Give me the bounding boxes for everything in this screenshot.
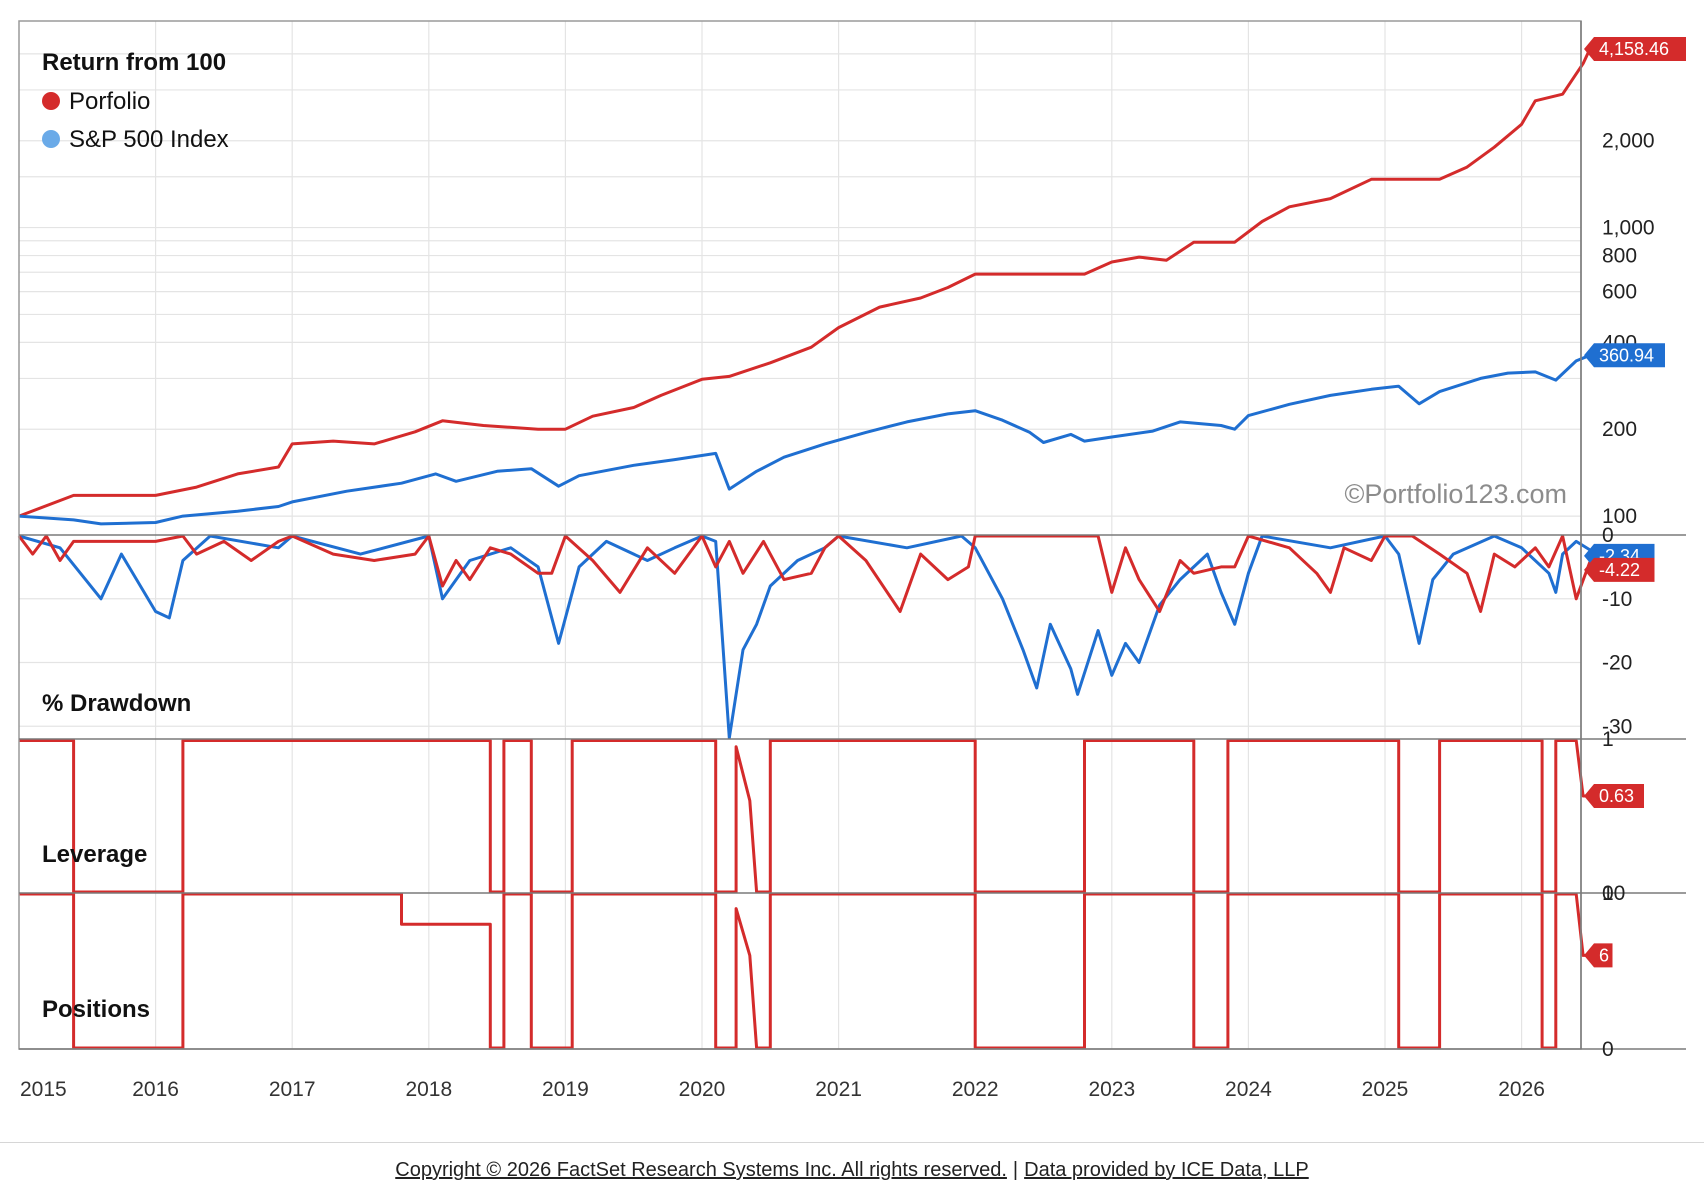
leverage-series-portfolio: [19, 739, 1590, 894]
returns-y-tick-label: 800: [1602, 245, 1637, 268]
drawdown-last-value-flag: [1584, 557, 1655, 582]
drawdown-last-value-label: -4.22: [1599, 560, 1640, 580]
watermark: ©Portfolio123.com: [1345, 479, 1568, 509]
x-tick-label: 2021: [815, 1078, 862, 1101]
drawdown-y-tick-label: -20: [1602, 652, 1632, 675]
x-tick-label: 2016: [132, 1078, 179, 1101]
returns-last-value-label: 360.94: [1599, 345, 1654, 365]
leverage-panel-title: Leverage: [42, 841, 147, 868]
positions-last-value-label: 6: [1599, 945, 1609, 965]
leverage-y-tick-label: 0: [1602, 882, 1614, 905]
legend-marker-sp500: [42, 130, 60, 148]
x-tick-label: 2023: [1088, 1078, 1135, 1101]
returns-y-tick-label: 100: [1602, 505, 1637, 528]
returns-panel-title: Return from 100: [42, 49, 226, 76]
returns-y-tick-label: 1,000: [1602, 217, 1655, 240]
returns-y-tick-label: 600: [1602, 281, 1637, 304]
x-tick-label: 2025: [1362, 1078, 1409, 1101]
drawdown-series-portfolio: [17, 534, 1592, 613]
legend-label-portfolio[interactable]: Porfolio: [69, 88, 150, 115]
returns-series-portfolio: [18, 48, 1592, 518]
returns-last-value-label: 4,158.46: [1599, 39, 1669, 59]
leverage-last-value-flag: [1584, 783, 1644, 808]
performance-chart: 1002004006008001,0002,0000-10-20-3010100…: [17, 20, 1686, 1101]
x-tick-label: 2018: [405, 1078, 452, 1101]
drawdown-series-sp500: [18, 534, 1591, 740]
legend-label-sp500[interactable]: S&P 500 Index: [69, 126, 229, 153]
positions-y-tick-label: 0: [1602, 1038, 1614, 1061]
x-tick-label: 2015: [20, 1078, 67, 1101]
returns-y-tick-label: 2,000: [1602, 130, 1655, 153]
returns-series-sp500: [18, 353, 1591, 526]
leverage-last-value-label: 0.63: [1599, 786, 1634, 806]
legend-marker-portfolio: [42, 92, 60, 110]
returns-last-value-flag: [1584, 343, 1665, 368]
x-tick-label: 2017: [269, 1078, 316, 1101]
drawdown-panel-title: % Drawdown: [42, 690, 191, 717]
drawdown-y-tick-label: -10: [1602, 588, 1632, 611]
returns-last-value-flag: [1584, 37, 1686, 62]
positions-last-value-flag: [1584, 943, 1613, 968]
x-tick-label: 2019: [542, 1078, 589, 1101]
returns-y-tick-label: 200: [1602, 418, 1637, 441]
copyright-link[interactable]: Copyright © 2026 FactSet Research System…: [395, 1159, 1007, 1181]
x-tick-labels: 2015 2016 2017 2018 2019 2020 2021 2022 2023 2024…: [20, 1078, 1545, 1101]
x-tick-label: 2022: [952, 1078, 999, 1101]
x-tick-label: 2026: [1498, 1078, 1545, 1101]
footer-separator: |: [1012, 1159, 1019, 1181]
data-provider-link[interactable]: Data provided by ICE Data, LLP: [1024, 1159, 1309, 1181]
footer: Copyright © 2026 FactSet Research System…: [0, 1142, 1704, 1197]
chart-grid: [19, 21, 1581, 1049]
positions-panel-title: Positions: [42, 996, 150, 1023]
leverage-y-tick-label: 1: [1602, 728, 1614, 751]
drawdown-y-tick-label: 0: [1602, 524, 1614, 547]
x-tick-label: 2020: [679, 1078, 726, 1101]
drawdown-y-tick-label: -30: [1602, 715, 1632, 738]
chart-series: [17, 48, 1592, 1050]
positions-y-tick-label: 10: [1602, 882, 1625, 905]
x-tick-label: 2024: [1225, 1078, 1272, 1101]
positions-series-portfolio: [19, 892, 1590, 1050]
